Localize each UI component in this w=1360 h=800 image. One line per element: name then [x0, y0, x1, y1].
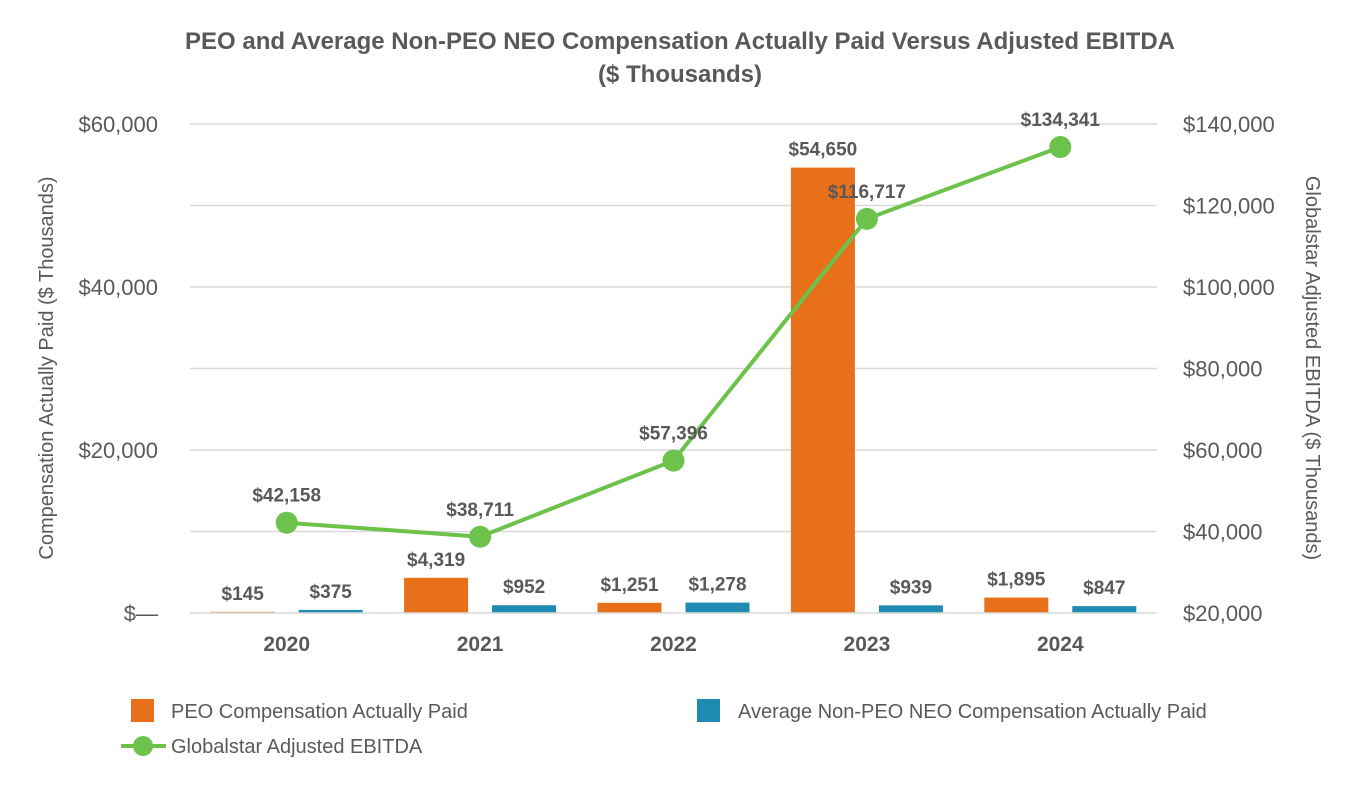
y-tick-label: $60,000	[78, 112, 158, 137]
ebitda-data-label: $116,717	[828, 182, 906, 203]
peo-bar	[597, 602, 662, 613]
neo-data-label: $847	[1083, 578, 1125, 599]
chart-title: PEO and Average Non-PEO NEO Compensation…	[185, 28, 1175, 55]
bars	[210, 167, 1137, 614]
neo-bar	[685, 602, 750, 613]
ebitda-line-group	[275, 136, 1072, 548]
y-tick-label: $20,000	[78, 438, 158, 463]
gridlines	[190, 123, 1157, 533]
x-tick-label: 2022	[650, 633, 697, 656]
legend-marker-ebitda	[133, 736, 153, 756]
y2-tick-label: $120,000	[1183, 194, 1275, 219]
legend-label-peo: PEO Compensation Actually Paid	[171, 701, 468, 723]
y2-tick-label: $100,000	[1183, 275, 1275, 300]
peo-data-label: $145	[222, 584, 265, 605]
neo-data-label: $939	[890, 577, 932, 598]
ebitda-data-label: $57,396	[639, 424, 708, 445]
ebitda-point	[275, 511, 298, 534]
peo-data-label: $1,895	[987, 570, 1046, 591]
neo-bar	[1072, 606, 1137, 613]
legend-label-ebitda: Globalstar Adjusted EBITDA	[171, 736, 423, 758]
y2-tick-label: $40,000	[1183, 520, 1263, 545]
legend-swatch-peo	[131, 699, 154, 722]
peo-data-label: $4,319	[407, 550, 465, 571]
neo-bar	[492, 605, 557, 613]
legend-label-neo: Average Non-PEO NEO Compensation Actuall…	[738, 701, 1207, 723]
y2-tick-label: $80,000	[1183, 357, 1263, 382]
neo-data-label: $375	[310, 582, 353, 603]
x-tick-label: 2023	[844, 633, 891, 656]
y-tick-label: $40,000	[78, 275, 158, 300]
x-tick-label: 2024	[1037, 633, 1084, 656]
neo-data-label: $1,278	[688, 575, 746, 596]
ebitda-data-label: $42,158	[252, 486, 321, 507]
neo-bar	[298, 609, 363, 613]
ebitda-point	[1049, 136, 1072, 159]
y-axis-title: Compensation Actually Paid ($ Thousands)	[36, 176, 58, 559]
y-tick-label: $—	[124, 601, 158, 626]
peo-data-label: $1,251	[600, 575, 659, 596]
peo-bar	[790, 167, 855, 614]
y2-axis-title: Globalstar Adjusted EBITDA ($ Thousands)	[1301, 176, 1323, 560]
peo-data-label: $54,650	[789, 140, 858, 161]
y2-tick-label: $60,000	[1183, 438, 1263, 463]
x-tick-label: 2020	[263, 633, 310, 656]
ebitda-data-label: $38,711	[446, 500, 514, 521]
legend-swatch-neo	[697, 699, 720, 722]
ebitda-point	[662, 449, 685, 472]
y2-tick-label: $20,000	[1183, 601, 1263, 626]
y2-tick-label: $140,000	[1183, 112, 1275, 137]
x-tick-label: 2021	[457, 633, 504, 656]
ebitda-point	[469, 525, 492, 548]
ebitda-data-label: $134,341	[1021, 110, 1101, 131]
data-labels: $145 $4,319 $1,251 $54,650 $1,895 $375 $952 $1,…	[222, 110, 1126, 605]
axes: $— $20,000 $40,000 $60,000 $20,000 $40,000 $60…	[78, 112, 1274, 656]
legend: PEO Compensation Actually Paid Average N…	[121, 699, 1207, 758]
chart-subtitle: ($ Thousands)	[598, 61, 762, 88]
peo-bar	[404, 577, 469, 613]
neo-bar	[878, 605, 943, 613]
peo-bar	[984, 597, 1049, 613]
neo-data-label: $952	[503, 577, 545, 598]
ebitda-point	[855, 207, 878, 230]
